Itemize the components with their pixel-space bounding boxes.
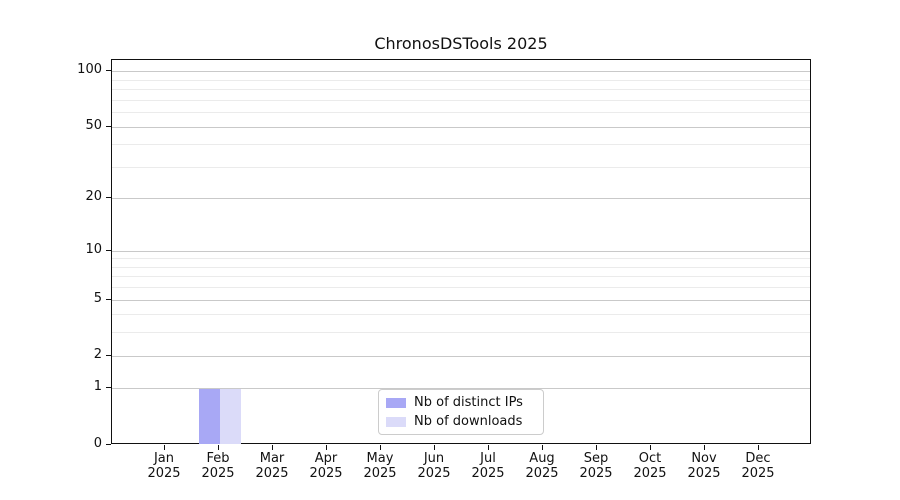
legend: Nb of distinct IPs Nb of downloads	[378, 389, 544, 435]
x-tick-mark	[272, 445, 273, 450]
gridline-major	[112, 71, 810, 72]
x-tick-mark	[380, 445, 381, 450]
legend-item-downloads: Nb of downloads	[386, 414, 537, 430]
x-tick-mark	[596, 445, 597, 450]
y-tick-label: 10	[85, 242, 102, 257]
x-tick-label: Jun 2025	[417, 451, 451, 481]
gridline-minor	[112, 89, 810, 90]
gridline-major	[112, 388, 810, 389]
y-tick-label: 5	[93, 291, 102, 306]
x-tick-label: Oct 2025	[633, 451, 667, 481]
gridline-minor	[112, 276, 810, 277]
y-tick-mark	[106, 70, 111, 71]
x-tick-label: Jul 2025	[471, 451, 505, 481]
gridlines-layer	[112, 60, 810, 443]
plot-area: Nb of distinct IPs Nb of downloads	[111, 59, 811, 444]
legend-swatch-distinct-ips	[386, 397, 406, 408]
gridline-minor	[112, 332, 810, 333]
x-tick-mark	[488, 445, 489, 450]
x-tick-mark	[434, 445, 435, 450]
legend-label-distinct-ips: Nb of distinct IPs	[414, 394, 523, 410]
y-tick-label: 1	[93, 379, 102, 394]
y-tick-label: 20	[85, 189, 102, 204]
gridline-major	[112, 356, 810, 357]
gridline-major	[112, 251, 810, 252]
gridline-minor	[112, 267, 810, 268]
x-tick-mark	[326, 445, 327, 450]
gridline-minor	[112, 287, 810, 288]
gridline-minor	[112, 314, 810, 315]
legend-label-downloads: Nb of downloads	[414, 413, 523, 429]
x-tick-mark	[542, 445, 543, 450]
bar-downloads	[219, 388, 241, 444]
x-tick-mark	[164, 445, 165, 450]
bars-layer	[112, 60, 810, 444]
x-tick-label: Dec 2025	[741, 451, 775, 481]
y-tick-label: 100	[77, 62, 102, 77]
gridline-minor	[112, 100, 810, 101]
chart-title: ChronosDSTools 2025	[374, 34, 548, 53]
x-tick-mark	[704, 445, 705, 450]
x-tick-label: Feb 2025	[201, 451, 235, 481]
y-tick-label: 50	[85, 118, 102, 133]
legend-item-distinct-ips: Nb of distinct IPs	[386, 395, 537, 411]
y-tick-mark	[106, 126, 111, 127]
x-tick-label: Sep 2025	[579, 451, 613, 481]
y-tick-mark	[106, 197, 111, 198]
gridline-minor	[112, 112, 810, 113]
y-tick-mark	[106, 250, 111, 251]
gridline-minor	[112, 80, 810, 81]
gridline-minor	[112, 144, 810, 145]
x-tick-label: Mar 2025	[255, 451, 289, 481]
x-tick-label: Apr 2025	[309, 451, 343, 481]
y-tick-mark	[106, 355, 111, 356]
y-tick-label: 0	[93, 436, 102, 451]
x-tick-label: Nov 2025	[687, 451, 721, 481]
gridline-major	[112, 198, 810, 199]
x-tick-mark	[650, 445, 651, 450]
gridline-minor	[112, 258, 810, 259]
x-tick-mark	[758, 445, 759, 450]
x-tick-label: May 2025	[363, 451, 397, 481]
bar-distinct-ips	[198, 388, 220, 444]
x-tick-mark	[218, 445, 219, 450]
gridline-major	[112, 300, 810, 301]
gridline-minor	[112, 167, 810, 168]
y-tick-mark	[106, 444, 111, 445]
gridline-major	[112, 127, 810, 128]
y-tick-label: 2	[93, 347, 102, 362]
x-tick-label: Aug 2025	[525, 451, 559, 481]
y-tick-mark	[106, 387, 111, 388]
legend-swatch-downloads	[386, 416, 406, 427]
x-tick-label: Jan 2025	[147, 451, 181, 481]
y-tick-mark	[106, 299, 111, 300]
